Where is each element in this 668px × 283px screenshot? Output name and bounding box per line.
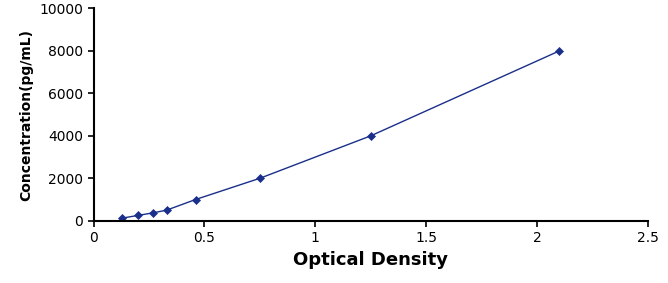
Y-axis label: Concentration(pg/mL): Concentration(pg/mL) <box>19 29 33 201</box>
X-axis label: Optical Density: Optical Density <box>293 251 448 269</box>
